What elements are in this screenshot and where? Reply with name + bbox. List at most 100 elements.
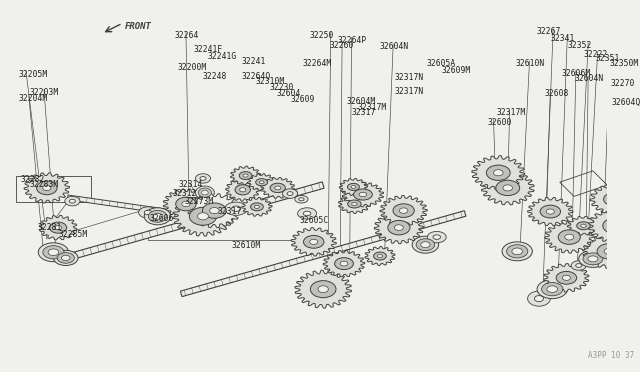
Polygon shape: [545, 221, 594, 253]
Polygon shape: [339, 195, 371, 214]
Ellipse shape: [182, 201, 190, 207]
Ellipse shape: [243, 174, 248, 177]
Ellipse shape: [202, 190, 208, 195]
Ellipse shape: [563, 275, 570, 280]
Ellipse shape: [298, 208, 317, 219]
Ellipse shape: [579, 250, 607, 267]
Text: 32248: 32248: [203, 73, 227, 81]
Ellipse shape: [232, 206, 241, 211]
Text: 32267: 32267: [536, 27, 561, 36]
Ellipse shape: [153, 213, 162, 219]
Ellipse shape: [537, 280, 568, 299]
Text: 32264P: 32264P: [337, 35, 367, 45]
Polygon shape: [374, 212, 424, 244]
Text: 32605A: 32605A: [426, 59, 456, 68]
Text: 32285M: 32285M: [58, 230, 88, 238]
Ellipse shape: [189, 207, 216, 225]
Ellipse shape: [144, 210, 152, 215]
Ellipse shape: [256, 179, 268, 186]
Polygon shape: [527, 198, 573, 226]
Ellipse shape: [378, 254, 383, 258]
Text: 32264Q: 32264Q: [242, 73, 271, 81]
Ellipse shape: [270, 183, 285, 193]
Text: 32317: 32317: [217, 207, 241, 216]
Ellipse shape: [318, 286, 328, 292]
Ellipse shape: [38, 243, 68, 262]
Ellipse shape: [603, 218, 627, 233]
Text: 32317N: 32317N: [394, 73, 424, 82]
Ellipse shape: [493, 170, 503, 176]
Polygon shape: [582, 234, 636, 268]
Ellipse shape: [353, 189, 372, 200]
Ellipse shape: [547, 286, 557, 292]
Text: 32222: 32222: [584, 50, 608, 59]
Ellipse shape: [394, 225, 403, 231]
Ellipse shape: [540, 205, 561, 218]
Ellipse shape: [148, 210, 167, 222]
Ellipse shape: [558, 230, 580, 244]
Ellipse shape: [239, 188, 246, 192]
Ellipse shape: [588, 256, 598, 262]
Polygon shape: [339, 179, 367, 195]
Text: 32241G: 32241G: [208, 52, 237, 61]
Ellipse shape: [295, 195, 308, 203]
Text: 32204M: 32204M: [19, 94, 47, 103]
Text: 32350M: 32350M: [610, 59, 639, 68]
Ellipse shape: [433, 235, 440, 239]
Ellipse shape: [61, 255, 70, 260]
Ellipse shape: [303, 235, 324, 248]
Polygon shape: [295, 270, 351, 308]
Text: 32203M: 32203M: [30, 87, 59, 97]
Ellipse shape: [57, 253, 74, 263]
Ellipse shape: [352, 202, 357, 206]
Ellipse shape: [486, 165, 510, 180]
Polygon shape: [230, 166, 260, 185]
Text: 32352: 32352: [568, 41, 592, 50]
Polygon shape: [24, 173, 70, 203]
Text: 32264: 32264: [175, 31, 199, 40]
Ellipse shape: [399, 208, 408, 213]
Ellipse shape: [54, 250, 78, 266]
Ellipse shape: [195, 174, 211, 183]
Ellipse shape: [239, 171, 252, 180]
Polygon shape: [188, 194, 241, 228]
Polygon shape: [544, 264, 589, 292]
Text: 32609: 32609: [290, 95, 314, 104]
Text: 32283M: 32283M: [30, 180, 59, 189]
Polygon shape: [568, 217, 600, 235]
Ellipse shape: [428, 231, 446, 243]
Polygon shape: [163, 189, 209, 219]
Polygon shape: [39, 215, 77, 240]
Polygon shape: [291, 228, 337, 256]
Text: 32317M: 32317M: [497, 108, 525, 118]
Text: 32317: 32317: [351, 108, 376, 118]
Ellipse shape: [610, 223, 620, 229]
Text: 32282: 32282: [20, 174, 45, 184]
Ellipse shape: [36, 181, 57, 195]
Text: 32205M: 32205M: [19, 70, 47, 78]
Text: 32351: 32351: [596, 54, 620, 64]
Ellipse shape: [527, 291, 550, 306]
Text: 32270: 32270: [611, 79, 636, 88]
Ellipse shape: [69, 199, 76, 203]
Text: 32241F: 32241F: [193, 45, 223, 54]
Ellipse shape: [195, 186, 214, 199]
Ellipse shape: [374, 252, 387, 260]
Text: 32604Q: 32604Q: [612, 98, 640, 107]
Ellipse shape: [351, 186, 356, 188]
Ellipse shape: [503, 185, 513, 191]
Ellipse shape: [198, 188, 211, 197]
Ellipse shape: [348, 183, 360, 190]
Ellipse shape: [299, 198, 304, 201]
Ellipse shape: [282, 189, 298, 198]
Ellipse shape: [202, 203, 227, 218]
Ellipse shape: [198, 213, 209, 220]
Ellipse shape: [604, 248, 614, 254]
Polygon shape: [590, 184, 639, 214]
Text: 32230: 32230: [269, 83, 294, 92]
Ellipse shape: [303, 211, 311, 216]
Text: 32250: 32250: [310, 31, 334, 40]
Polygon shape: [365, 247, 395, 266]
FancyBboxPatch shape: [72, 182, 324, 259]
Ellipse shape: [310, 280, 336, 298]
